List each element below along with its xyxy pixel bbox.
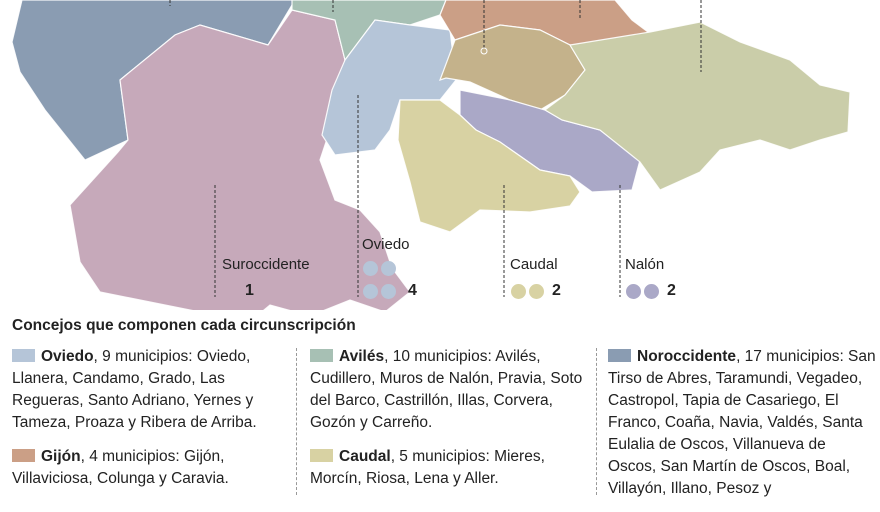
asturias-map [11, 0, 851, 310]
legend-entry-aviles: Avilés, 10 municipios: Avilés, Cudillero… [310, 346, 590, 434]
map-label-nalon: Nalón [625, 256, 665, 273]
entry-text: , 5 municipios: Mieres, Morcín, Riosa, L… [310, 448, 545, 487]
seat-dot [222, 283, 237, 299]
map-label-caudal: Caudal [510, 256, 558, 273]
column-divider [296, 348, 297, 495]
seats-oviedo-row2: 4 [363, 282, 417, 300]
seat-dot [644, 283, 659, 299]
seat-dot [381, 283, 396, 299]
entry-text: , 10 municipios: Avilés, Cudillero, Muro… [310, 348, 583, 431]
entry-text: , 17 municipios: San Tirso de Abres, Tar… [608, 348, 876, 497]
legend-entry-gijon: Gijón, 4 municipios: Gijón, Villaviciosa… [12, 446, 292, 490]
region-oriente [543, 21, 851, 191]
seats-nalon: 2 [626, 282, 676, 300]
seat-dot [381, 261, 396, 276]
seat-count: 2 [667, 282, 676, 299]
entry-name: Caudal [339, 448, 391, 465]
color-swatch [310, 349, 333, 362]
legend-heading: Concejos que componen cada circunscripci… [12, 317, 356, 334]
entry-text: , 9 municipios: Oviedo, Llanera, Candamo… [12, 348, 257, 431]
color-swatch [310, 449, 333, 462]
seats-oviedo-row1 [363, 261, 396, 276]
seat-count: 1 [245, 282, 254, 299]
entry-name: Avilés [339, 348, 385, 365]
seat-count: 4 [408, 282, 417, 299]
legend-column-1: Oviedo, 9 municipios: Oviedo, Llanera, C… [12, 346, 292, 502]
region-caudal [397, 99, 581, 233]
seat-dot [626, 283, 641, 299]
seat-dot [363, 261, 378, 276]
map-label-suroccidente: Suroccidente [222, 256, 310, 273]
legend-entry-caudal: Caudal, 5 municipios: Mieres, Morcín, Ri… [310, 446, 590, 490]
legend-column-3: Noroccidente, 17 municipios: San Tirso d… [608, 346, 876, 512]
seats-caudal: 2 [511, 282, 561, 300]
seat-count: 2 [552, 282, 561, 299]
legend-entry-noroccidente: Noroccidente, 17 municipios: San Tirso d… [608, 346, 876, 500]
seats-suroccidente: 1 [222, 282, 254, 300]
color-swatch [12, 449, 35, 462]
seat-dot [529, 283, 544, 299]
seat-dot [363, 283, 378, 299]
entry-text: , 4 municipios: Gijón, Villaviciosa, Col… [12, 448, 229, 487]
column-divider [596, 348, 597, 495]
city-marker [480, 47, 488, 55]
map-label-oviedo: Oviedo [362, 236, 410, 253]
entry-name: Gijón [41, 448, 81, 465]
color-swatch [608, 349, 631, 362]
legend-entry-oviedo: Oviedo, 9 municipios: Oviedo, Llanera, C… [12, 346, 292, 434]
seat-dot [511, 283, 526, 299]
entry-name: Noroccidente [637, 348, 737, 365]
entry-name: Oviedo [41, 348, 94, 365]
legend-column-2: Avilés, 10 municipios: Avilés, Cudillero… [310, 346, 590, 502]
color-swatch [12, 349, 35, 362]
